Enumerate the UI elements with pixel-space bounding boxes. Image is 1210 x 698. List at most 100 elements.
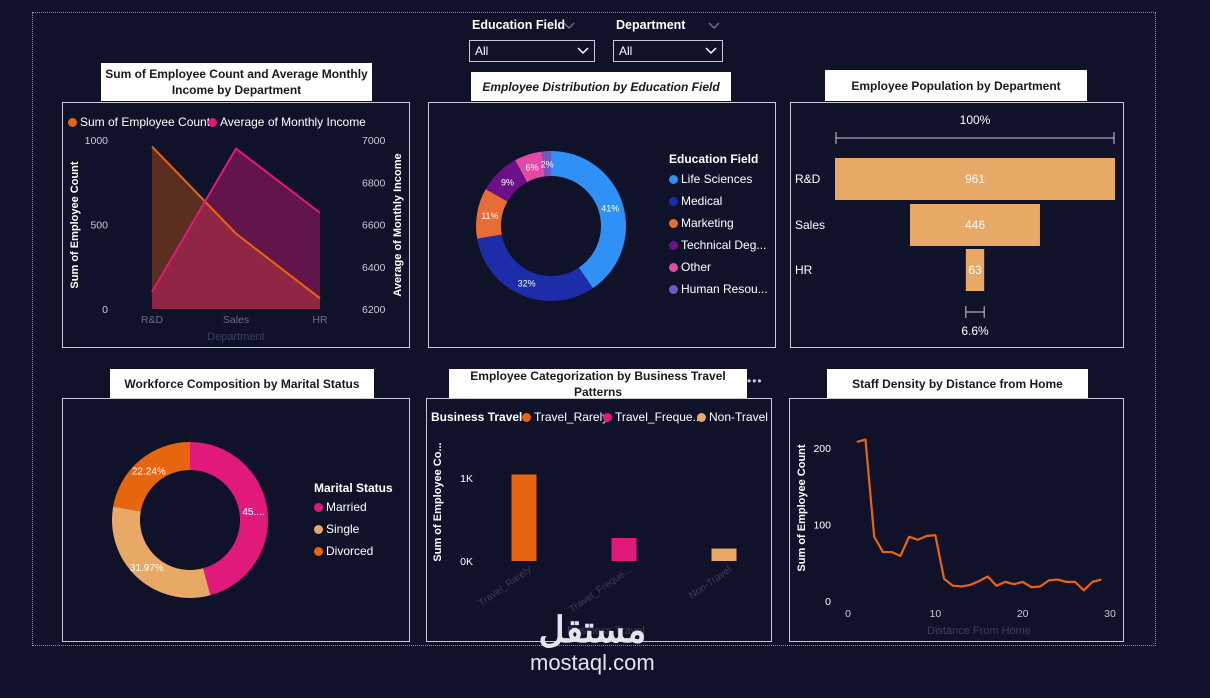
department-filter-label: Department [616,18,686,32]
legend-label: Non-Travel [709,410,768,424]
y2-tick-label: 7000 [362,135,386,147]
legend-swatch [669,175,678,184]
panel-title: Employee Categorization by Business Trav… [449,369,747,399]
funnel-value-label: 63 [968,263,982,277]
legend-label: Travel_Freque... [615,410,703,424]
funnel-category-label: Sales [795,218,825,232]
y-tick-label: 1000 [85,135,109,147]
watermark-arabic: مستقل [538,609,647,650]
dashboard-frame [32,12,1156,646]
y-tick-label: 100 [813,520,831,532]
education-filter-label: Education Field [472,18,566,32]
funnel-category-label: HR [795,263,813,277]
legend-item[interactable]: Other [669,260,711,274]
legend-swatch [314,547,323,556]
distance-line [856,438,1102,592]
x-tick-label: Sales [223,314,249,326]
business-travel-panel[interactable] [426,398,772,642]
x-tick-label: 0 [845,608,851,620]
legend-item[interactable]: Sum of Employee Count [68,115,210,129]
legend-item[interactable]: Divorced [314,544,373,558]
education-data-label: 41% [601,203,619,213]
x-tick-label: Travel_Rarely [477,564,534,609]
employee-count-income-panel[interactable] [62,102,410,348]
x-tick-label: 10 [929,608,941,620]
marital-slice [190,442,268,596]
legend-item[interactable]: Non-Travel [697,410,768,424]
funnel-category-label: R&D [795,172,821,186]
y2-axis-title: Average of Monthly Income [392,153,404,296]
legend-item[interactable]: Human Resou... [669,282,768,296]
education-data-label: 2% [541,160,554,170]
y-tick-label: 0K [460,556,473,568]
education-slice [477,234,593,301]
funnel-top-percent: 100% [960,113,991,127]
department-value: All [619,44,633,58]
education-data-label: 6% [526,162,539,172]
employee-count-income-chart: 0 500 1000 6200 6400 6600 6800 7000 R&D Sales HR De… [69,135,404,343]
marital-slice [111,506,211,598]
legend-swatch [314,525,323,534]
marital-data-label: 22.24% [132,466,166,477]
legend-title: Marital Status [314,481,393,495]
funnel-bar [965,249,985,291]
department-select[interactable]: All [613,40,723,62]
legend-swatch [669,285,678,294]
legend-swatch [208,118,217,127]
x-axis-title: Distance From Home [927,625,1031,637]
legend-item[interactable]: Single [314,522,359,536]
legend-label: Travel_Rarely [534,410,609,424]
marital-data-label: 45.... [242,507,264,518]
y-tick-label: 1K [460,473,473,485]
education-slice [485,160,528,202]
department-funnel-chart: 100% 961 R&D 446 Sales 63 HR 6.6% [795,113,1115,338]
education-slice [541,151,551,177]
legend-item[interactable]: Travel_Freque... [603,410,703,424]
funnel-value-label: 446 [965,218,985,232]
funnel-bottom-percent: 6.6% [961,324,989,338]
chevron-down-icon[interactable] [706,20,722,32]
x-tick-label: 20 [1017,608,1029,620]
x-axis-title: Business Travel [567,625,645,637]
travel-bar [611,538,637,561]
employee-count-line [151,145,321,300]
chevron-down-icon [577,47,589,55]
y2-tick-label: 6200 [362,304,386,316]
distance-from-home-panel[interactable] [789,398,1124,642]
legend-label: Average of Monthly Income [220,115,366,129]
legend-item[interactable]: Technical Deg... [669,238,766,252]
marital-status-chart: 45.... 31.97% 22.24% [111,442,268,598]
legend-item[interactable]: Marketing [669,216,734,230]
legend-item[interactable]: Medical [669,194,722,208]
y2-tick-label: 6400 [362,262,386,274]
y-tick-label: 0 [825,596,831,608]
legend-swatch [669,219,678,228]
y2-tick-label: 6800 [362,177,386,189]
legend-title: Education Field [669,152,759,166]
business-travel-chart: 0K 1K Travel_Rarely Travel_Freque... Non-Tra… [432,442,737,637]
y-tick-label: 500 [90,220,108,232]
legend-label: Human Resou... [681,282,768,296]
legend-swatch [522,413,531,422]
y-tick-label: 200 [813,443,831,455]
x-axis-title: Department [207,331,264,343]
education-field-select[interactable]: All [469,40,595,62]
chevron-down-icon[interactable] [561,20,577,32]
y-axis-title: Sum of Employee Count [69,161,81,288]
legend-item[interactable]: Life Sciences [669,172,752,186]
legend-item[interactable]: Married [314,500,367,514]
funnel-bar [910,204,1040,246]
legend-label: Technical Deg... [681,238,767,252]
chevron-down-icon [705,47,717,55]
y2-tick-label: 6600 [362,220,386,232]
legend-item[interactable]: Travel_Rarely [522,410,608,424]
panel-title: Employee Distribution by Education Field [471,72,731,101]
legend-item[interactable]: Average of Monthly Income [208,115,366,129]
legend-swatch [669,197,678,206]
more-options-icon[interactable]: ••• [747,374,763,388]
travel-bar [511,474,537,561]
travel-bar [711,548,737,561]
marital-data-label: 31.97% [130,563,164,574]
funnel-bar [835,158,1115,200]
education-slice [551,151,626,289]
